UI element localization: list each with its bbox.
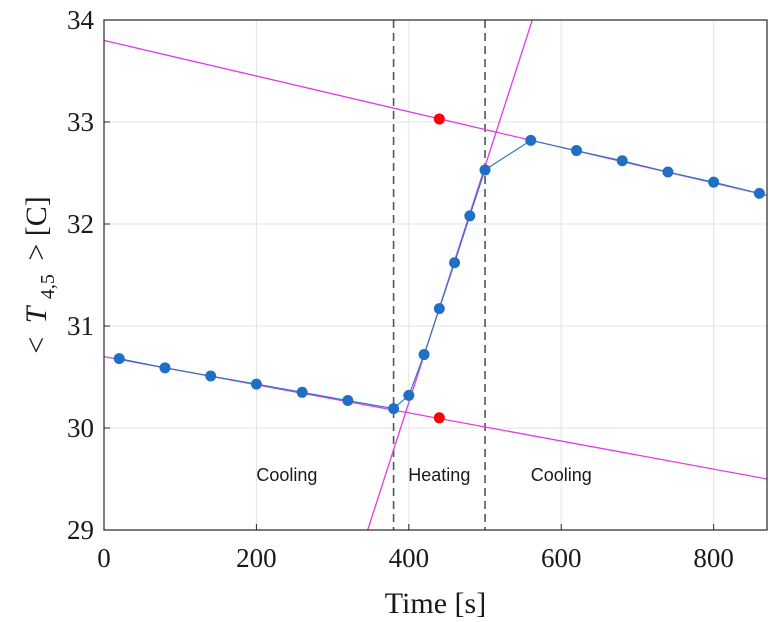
region-labels: Cooling Heating Cooling [256, 465, 591, 485]
intersection-marker [433, 412, 445, 424]
data-connector [119, 139, 760, 410]
x-tick-label: 400 [389, 543, 430, 573]
data-point [479, 164, 491, 176]
plot-frame [103, 19, 768, 531]
data-point [113, 353, 125, 365]
data-point [570, 145, 582, 157]
intersection-markers [433, 113, 445, 424]
x-tick-label: 600 [541, 543, 582, 573]
y-tick-label: 33 [67, 107, 94, 137]
y-tick-label: 29 [67, 515, 94, 545]
data-point [708, 176, 720, 188]
series-line [119, 139, 760, 410]
data-point [616, 155, 628, 167]
y-title-close: > [C] [20, 196, 53, 260]
data-point [662, 166, 674, 178]
data-points [113, 134, 765, 415]
x-tick-label: 800 [693, 543, 734, 573]
data-point [205, 370, 217, 382]
x-axis-title: Time [s] [385, 587, 486, 620]
data-point [753, 187, 765, 199]
fit-lines [104, 20, 767, 530]
y-tick-label: 32 [67, 209, 94, 239]
y-title-var: T [20, 304, 53, 323]
y-title-sub: 4,5 [37, 274, 59, 299]
data-point [388, 403, 400, 415]
y-tick-label: 34 [67, 5, 95, 35]
grid [103, 19, 767, 531]
data-point [403, 389, 415, 401]
data-point [449, 257, 461, 269]
x-tick-label: 0 [97, 543, 111, 573]
x-tick-label: 200 [236, 543, 277, 573]
region-label: Cooling [531, 465, 592, 485]
data-point [342, 394, 354, 406]
y-axis-title: < T 4,5 > [C] [20, 196, 61, 354]
data-point [296, 386, 308, 398]
data-point [159, 362, 171, 374]
data-point [418, 349, 430, 361]
region-label: Cooling [256, 465, 317, 485]
phase-dividers [392, 20, 486, 530]
data-point [433, 303, 445, 315]
region-label: Heating [408, 465, 470, 485]
data-point [250, 378, 262, 390]
y-tick-label: 31 [67, 311, 94, 341]
y-title-open: < [20, 337, 53, 354]
data-point [525, 134, 537, 146]
y-tick-label: 30 [67, 413, 94, 443]
axis-ticks: 0 200 400 600 800 29 30 31 32 33 34 [67, 5, 734, 573]
intersection-marker [433, 113, 445, 125]
data-point [464, 210, 476, 222]
